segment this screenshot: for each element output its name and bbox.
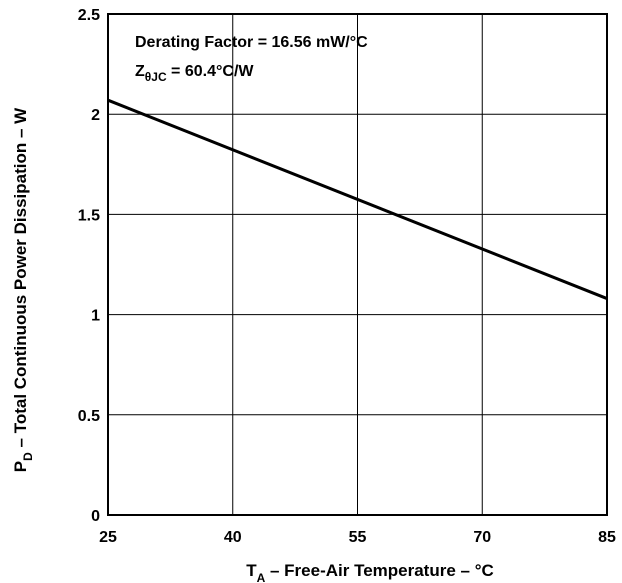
annotation-z-rest: = 60.4°C/W <box>167 63 255 80</box>
derating-line <box>107 98 608 300</box>
x-tick-label: 85 <box>598 529 616 546</box>
x-tick-label: 55 <box>349 529 367 546</box>
y-axis-title: PD – Total Continuous Power Dissipation … <box>11 107 35 472</box>
y-tick-label: 1 <box>91 308 100 325</box>
y-axis-title-sub: D <box>21 452 35 461</box>
y-tick-label: 2.5 <box>78 7 100 24</box>
x-tick-labels: 25 40 55 70 85 <box>99 529 616 546</box>
y-tick-label: 0 <box>91 508 100 525</box>
x-axis-title-main: T <box>246 561 257 580</box>
annotation-z-sub: θJC <box>145 70 167 84</box>
x-axis-title: TA – Free-Air Temperature – °C <box>246 561 494 583</box>
y-axis-title-rest: – Total Continuous Power Dissipation – W <box>11 107 30 452</box>
y-tick-label: 2 <box>91 107 100 124</box>
grid-lines <box>108 14 607 515</box>
annotation-z-main: Z <box>135 63 145 80</box>
annotation-derating-factor: Derating Factor = 16.56 mW/°C <box>135 34 368 51</box>
y-tick-label: 0.5 <box>78 408 100 425</box>
x-axis-title-rest: – Free-Air Temperature – °C <box>265 561 494 580</box>
y-axis-title-main: P <box>11 461 30 472</box>
x-tick-label: 25 <box>99 529 117 546</box>
annotation-thermal-impedance: ZθJC = 60.4°C/W <box>135 63 254 84</box>
plot-frame <box>107 13 608 516</box>
x-tick-label: 40 <box>224 529 242 546</box>
x-axis-title-sub: A <box>257 571 266 583</box>
x-tick-label: 70 <box>473 529 491 546</box>
y-tick-label: 1.5 <box>78 207 100 224</box>
y-tick-labels: 0 0.5 1 1.5 2 2.5 <box>78 7 100 525</box>
